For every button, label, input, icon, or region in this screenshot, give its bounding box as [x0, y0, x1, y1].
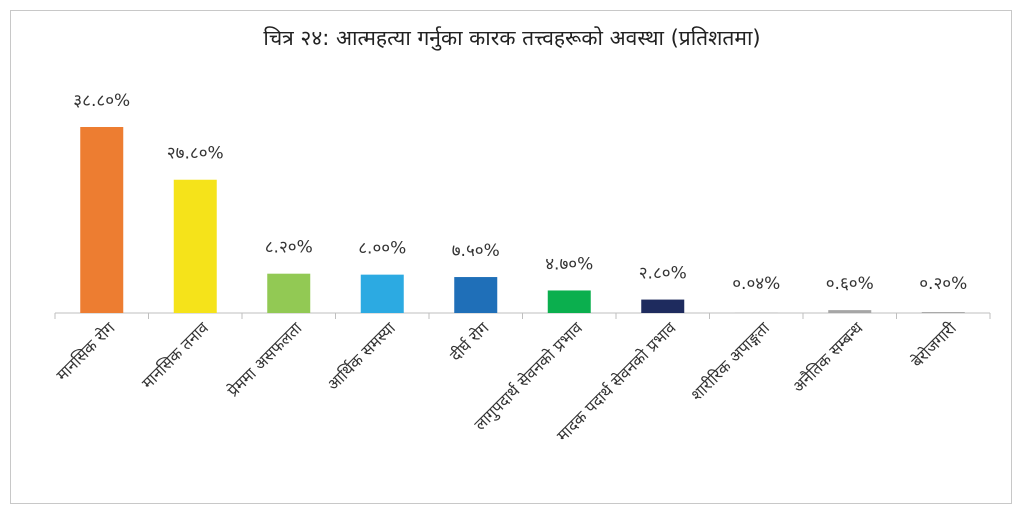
bar	[267, 273, 311, 313]
x-tick-label: मानसिक तनाव	[138, 318, 213, 393]
data-label: ०.२०%	[919, 274, 967, 294]
x-tick-label: आर्थिक समस्या	[323, 318, 399, 394]
bar	[454, 277, 498, 313]
bar	[80, 127, 124, 313]
bar	[360, 274, 404, 313]
bar	[547, 290, 591, 313]
data-label: ७.५०%	[452, 241, 500, 261]
bar	[173, 179, 217, 313]
x-tick-label: शारीरिक अपाङ्गता	[687, 318, 774, 405]
data-label: ०.०४%	[732, 274, 780, 294]
x-tick-label: बेरोजगारी	[907, 318, 960, 371]
data-label: ८.२०%	[265, 238, 313, 258]
bar	[641, 299, 685, 313]
chart-title: चित्र २४: आत्महत्या गर्नुका कारक तत्त्वह…	[263, 26, 761, 50]
x-tick-label: प्रेममा असफलता	[224, 318, 307, 401]
x-tick-label: मानसिक रोग	[52, 318, 119, 385]
data-label: २.८०%	[639, 264, 687, 284]
data-label: ४.७०%	[545, 254, 593, 274]
data-label: ३८.८०%	[73, 91, 130, 111]
x-tick-label: दीर्घ रोग	[446, 318, 493, 365]
data-label: ८.००%	[358, 239, 406, 259]
bar	[921, 312, 965, 313]
bar	[828, 310, 872, 313]
x-tick-label: अनैतिक सम्बन्ध	[789, 318, 868, 397]
data-label: २७.८०%	[167, 144, 224, 164]
data-label: ०.६०%	[826, 274, 874, 294]
